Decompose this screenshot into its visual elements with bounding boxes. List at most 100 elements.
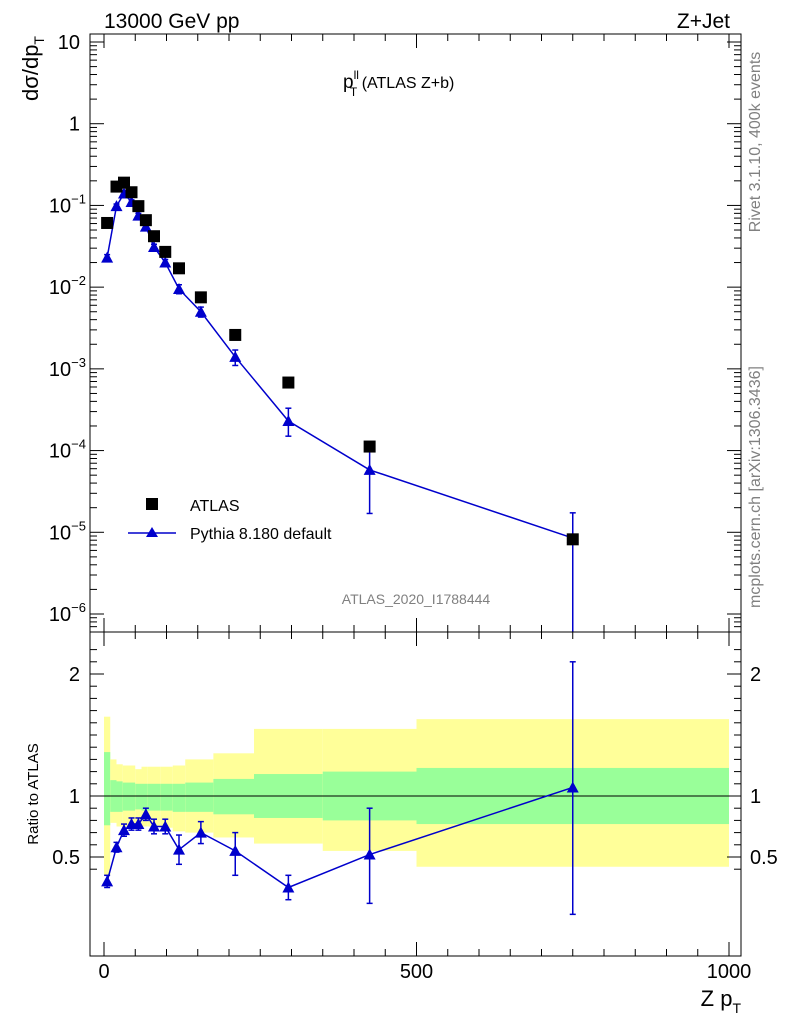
main-ytick-exp: −6	[71, 600, 86, 615]
ratio-band-inner	[116, 781, 123, 812]
ratio-pythia-point	[173, 843, 185, 855]
ratio-pythia-point	[148, 820, 160, 832]
ratio-pythia-point	[159, 820, 172, 832]
main-ytick-label: 10−2	[49, 273, 86, 299]
main-ytick-exp: −2	[71, 273, 86, 288]
pythia-point	[159, 256, 172, 268]
atlas-point	[148, 230, 160, 243]
ratio-pythia-point	[363, 848, 376, 860]
atlas-point	[282, 376, 295, 389]
xlabel: Z pT	[701, 986, 742, 1016]
ratio-band-inner	[141, 783, 148, 811]
ratio-band-inner	[135, 783, 142, 810]
ratio-band-inner	[129, 782, 136, 811]
ratio-series	[101, 661, 579, 916]
main-title-sub: T	[350, 85, 358, 99]
xlabel-sub: T	[732, 1000, 741, 1016]
ratio-panel-frame	[89, 631, 742, 957]
main-panel-frame	[89, 33, 742, 633]
ratio-pythia-point	[139, 808, 152, 820]
legend-atlas-marker	[146, 498, 158, 510]
ratio-band-inner	[185, 782, 214, 812]
atlas-point	[159, 245, 172, 258]
pythia-point	[148, 240, 160, 252]
legend-pythia-label: Pythia 8.180 default	[190, 526, 332, 543]
main-ytick-base: 10	[49, 441, 71, 463]
pythia-point	[282, 415, 295, 427]
ratio-band-inner	[147, 783, 161, 811]
ratio-ylabel: Ratio to ATLAS	[25, 743, 42, 844]
main-ytick-label: 10−3	[49, 355, 86, 381]
rivet-label: Rivet 3.1.10, 400k events	[747, 52, 764, 233]
main-ytick-exp: −4	[71, 437, 86, 452]
ratio-ytick-label-right: 2	[750, 664, 761, 686]
main-ytick-label: 10−6	[49, 600, 86, 626]
ratio-axis-ticks: 0.5 0.5 1 1 2 2 0 500 1000	[52, 632, 778, 983]
pythia-point	[363, 463, 376, 475]
process-label: Z+Jet	[677, 10, 730, 33]
main-title-rest: (ATLAS Z+b)	[357, 75, 454, 92]
pythia-point	[173, 282, 185, 294]
main-ytick-label: 10−1	[49, 191, 86, 217]
main-ytick-base: 10	[49, 522, 71, 544]
main-ytick-base: 10	[49, 195, 71, 217]
main-ylabel-sub: T	[31, 36, 47, 45]
ratio-pythia-point	[110, 841, 123, 853]
main-title-base: p	[343, 72, 354, 93]
atlas-point	[101, 216, 114, 229]
xtick-label: 500	[400, 961, 433, 983]
main-ytick-base: 10	[49, 359, 71, 381]
ratio-pythia-point	[101, 875, 114, 887]
ratio-bands	[90, 716, 741, 876]
ratio-pythia-point	[229, 844, 242, 856]
pythia-point	[101, 251, 114, 263]
main-ytick-base: 10	[49, 604, 71, 626]
main-ytick-label: 10	[58, 32, 80, 54]
ratio-pythia-point	[132, 818, 145, 830]
ratio-ytick-label-left: 0.5	[52, 847, 80, 869]
atlas-point	[118, 176, 130, 189]
site-label: mcplots.cern.ch [arXiv:1306.3436]	[747, 366, 764, 608]
ratio-band-inner	[104, 752, 111, 826]
ratio-band-inner	[122, 782, 129, 811]
legend-atlas-label: ATLAS	[190, 498, 240, 515]
main-ytick-exp: −3	[71, 355, 86, 370]
ratio-pythia-point	[118, 824, 130, 836]
ratio-band-inner	[160, 783, 173, 811]
ratio-pythia-point	[566, 781, 579, 793]
atlas-point	[194, 291, 207, 304]
ratio-pythia-point	[282, 881, 295, 893]
pythia-point	[229, 350, 242, 362]
xtick-label: 1000	[707, 961, 752, 983]
main-ytick-exp: −5	[71, 518, 86, 533]
energy-label: 13000 GeV pp	[104, 10, 239, 33]
main-series	[101, 176, 579, 632]
pythia-line	[106, 192, 573, 539]
ratio-band-inner	[213, 778, 254, 815]
legend-pythia-marker	[146, 527, 158, 537]
atlas-point	[132, 200, 145, 213]
atlas-point	[229, 328, 242, 341]
main-ytick-label: 10−5	[49, 518, 86, 544]
xlabel-base: Z p	[701, 986, 733, 1011]
main-title-sup: ll	[354, 68, 359, 82]
atlas-point	[139, 214, 152, 227]
atlas-point	[125, 186, 138, 199]
atlas-point	[173, 262, 185, 275]
ratio-ytick-label-left: 2	[69, 664, 80, 686]
ratio-ytick-label-left: 1	[69, 786, 80, 808]
ratio-ytick-label-right: 0.5	[750, 847, 778, 869]
ratio-ytick-label-right: 1	[750, 786, 761, 808]
main-ytick-base: 10	[49, 277, 71, 299]
ratio-pythia-point	[194, 826, 207, 838]
main-title: pll T (ATLAS Z+b)	[343, 68, 454, 99]
legend: ATLAS Pythia 8.180 default	[128, 498, 332, 543]
main-ytick-exp: −1	[71, 191, 86, 206]
pythia-point	[110, 200, 123, 212]
pythia-point	[194, 305, 207, 317]
atlas-point	[566, 533, 579, 546]
main-ylabel-base: dσ/dp	[18, 45, 43, 101]
analysis-id: ATLAS_2020_I1788444	[342, 591, 491, 607]
